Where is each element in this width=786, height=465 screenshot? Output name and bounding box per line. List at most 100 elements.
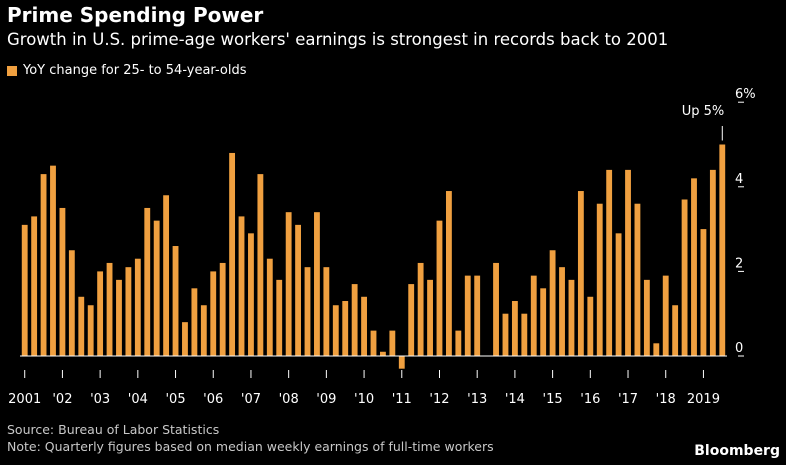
x-tick-label: '03 — [90, 392, 110, 407]
bar — [502, 313, 509, 356]
bar — [78, 296, 85, 356]
bar — [445, 191, 452, 356]
annotation-label: Up 5% — [682, 104, 725, 119]
bar — [134, 258, 141, 356]
footnote: Note: Quarterly figures based on median … — [7, 439, 494, 454]
x-tick-label: '15 — [543, 392, 563, 407]
bar — [417, 262, 424, 356]
bar — [464, 275, 471, 356]
bar — [615, 233, 622, 356]
x-tick-label: '04 — [128, 392, 148, 407]
bar — [106, 262, 113, 356]
bar — [21, 224, 28, 356]
bar — [68, 250, 75, 356]
bar — [436, 220, 443, 356]
bar — [266, 258, 273, 356]
bar — [568, 279, 575, 356]
bar — [408, 284, 415, 356]
x-tick-label: '07 — [241, 392, 261, 407]
bar — [31, 216, 38, 356]
bar — [719, 144, 726, 356]
bar — [700, 229, 707, 356]
bar — [191, 288, 198, 356]
bar — [40, 174, 47, 356]
bar — [540, 288, 547, 356]
bar — [163, 195, 170, 356]
x-tick-label: '02 — [52, 392, 72, 407]
x-tick-label: '06 — [203, 392, 223, 407]
bar — [643, 279, 650, 356]
bar — [87, 305, 94, 356]
bar — [596, 203, 603, 356]
bar — [144, 207, 151, 356]
x-tick-label: '14 — [505, 392, 525, 407]
bar — [455, 330, 462, 356]
bar — [125, 267, 132, 356]
bar — [153, 220, 160, 356]
x-tick-label: '17 — [618, 392, 638, 407]
bar — [511, 301, 518, 356]
bar — [285, 212, 292, 356]
x-tick-label: '16 — [580, 392, 600, 407]
bar — [59, 207, 66, 356]
bar — [370, 330, 377, 356]
bar — [323, 267, 330, 356]
bloomberg-logo: Bloomberg — [694, 443, 780, 459]
bar — [219, 262, 226, 356]
bar — [97, 271, 104, 356]
x-tick-label: '05 — [165, 392, 185, 407]
y-tick-label: 2 — [735, 256, 743, 271]
bar — [210, 271, 217, 356]
bar — [662, 275, 669, 356]
x-tick-label: '08 — [279, 392, 299, 407]
y-tick-label: 0 — [735, 341, 743, 356]
bar — [530, 275, 537, 356]
bar — [200, 305, 207, 356]
bar — [672, 305, 679, 356]
bar — [389, 330, 396, 356]
bar — [276, 279, 283, 356]
x-tick-label: '12 — [429, 392, 449, 407]
bar — [304, 267, 311, 356]
bar — [681, 199, 688, 356]
legend: YoY change for 25- to 54-year-olds — [7, 63, 246, 78]
legend-swatch — [7, 65, 17, 76]
bar — [380, 351, 386, 356]
bar — [521, 313, 528, 356]
x-tick-label: '10 — [354, 392, 374, 407]
x-tick-label: '18 — [656, 392, 676, 407]
bar — [342, 301, 349, 356]
bar — [493, 262, 499, 356]
bar — [709, 169, 716, 356]
y-tick-label: 4 — [735, 172, 743, 187]
bar — [116, 279, 122, 356]
bar — [625, 169, 631, 356]
chart-title: Prime Spending Power — [7, 3, 264, 27]
bar — [248, 233, 254, 356]
bar — [634, 203, 641, 356]
bar — [549, 250, 556, 356]
bar — [314, 212, 320, 356]
bar — [332, 305, 339, 356]
bar — [351, 284, 358, 356]
x-tick-label: '09 — [316, 392, 336, 407]
source-note: Source: Bureau of Labor Statistics — [7, 422, 220, 437]
bar — [398, 356, 405, 369]
legend-label: YoY change for 25- to 54-year-olds — [23, 63, 247, 78]
bar — [653, 343, 660, 356]
x-tick-label: 2001 — [8, 392, 41, 407]
bar — [427, 279, 433, 356]
bar — [50, 165, 56, 356]
bar — [172, 246, 179, 356]
bar — [559, 267, 565, 356]
bar — [238, 216, 245, 356]
x-tick-label: '11 — [392, 392, 412, 407]
x-tick-label: '13 — [467, 392, 487, 407]
y-tick-label: 6% — [735, 87, 756, 102]
bar — [606, 169, 613, 356]
bar — [361, 296, 367, 356]
bar — [587, 296, 594, 356]
bar — [182, 322, 188, 356]
bar — [577, 191, 584, 356]
